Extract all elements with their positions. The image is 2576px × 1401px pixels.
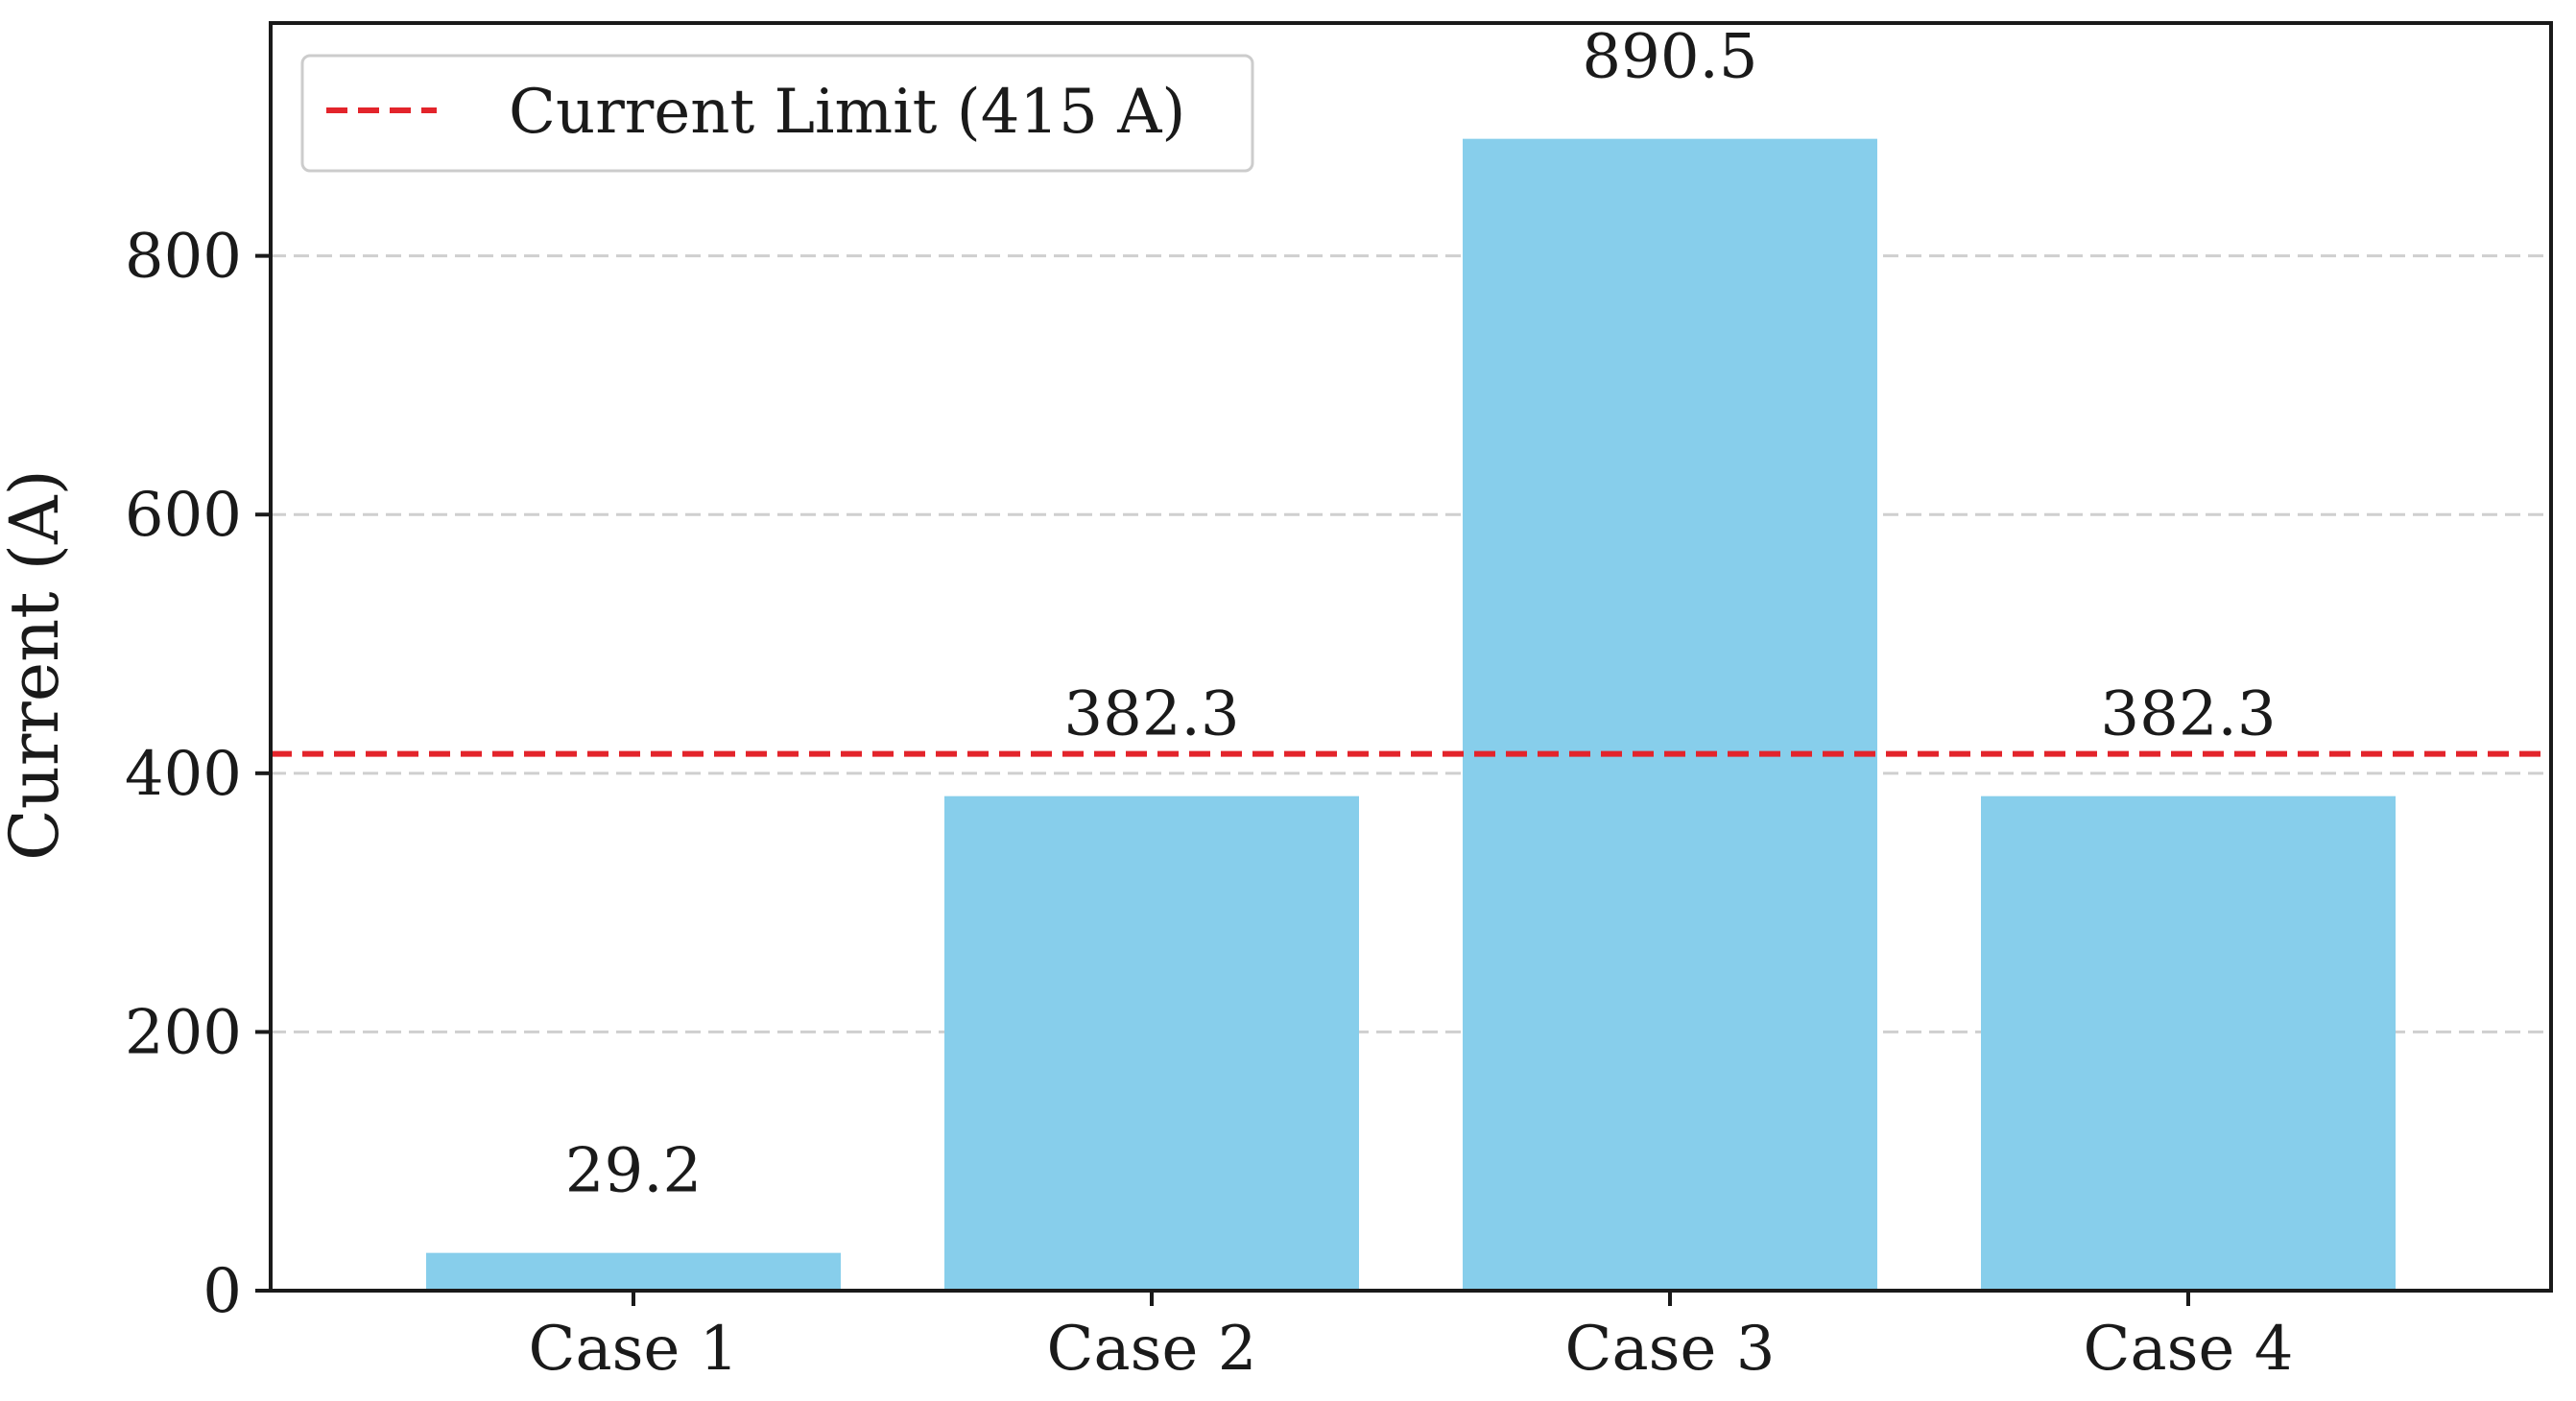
- data-label-4: 382.3: [2100, 679, 2276, 750]
- data-labels: 29.2 382.3 890.5 382.3: [565, 22, 2277, 1207]
- bar-4: [1981, 795, 2396, 1291]
- axes: 0 200 400 600 800 Case 1 Case 2 Case 3 Case 4: [125, 21, 2553, 1385]
- y-tick-label: 0: [203, 1256, 242, 1327]
- bars: [426, 138, 2396, 1292]
- bar-2: [944, 795, 1359, 1291]
- x-tick-label: Case 3: [1565, 1314, 1776, 1385]
- y-tick-label: 400: [125, 739, 242, 810]
- data-label-3: 890.5: [1582, 22, 1757, 93]
- x-tick-label: Case 4: [2084, 1314, 2294, 1385]
- y-axis-title: Current (A): [0, 469, 74, 861]
- bar-3: [1463, 138, 1877, 1292]
- y-tick-label: 600: [125, 480, 242, 551]
- y-tick-label: 200: [125, 997, 242, 1068]
- x-tick-label: Case 2: [1047, 1314, 1257, 1385]
- x-tick-label: Case 1: [529, 1314, 739, 1385]
- plot-frame: [269, 21, 2553, 1293]
- data-label-2: 382.3: [1063, 679, 1239, 750]
- legend-box: [300, 54, 1254, 173]
- y-tick-label: 800: [125, 222, 242, 293]
- legend: Current Limit (415 A): [300, 54, 1254, 173]
- legend-label: Current Limit (415 A): [509, 77, 1185, 148]
- data-label-1: 29.2: [565, 1136, 703, 1207]
- bar-1: [426, 1252, 841, 1291]
